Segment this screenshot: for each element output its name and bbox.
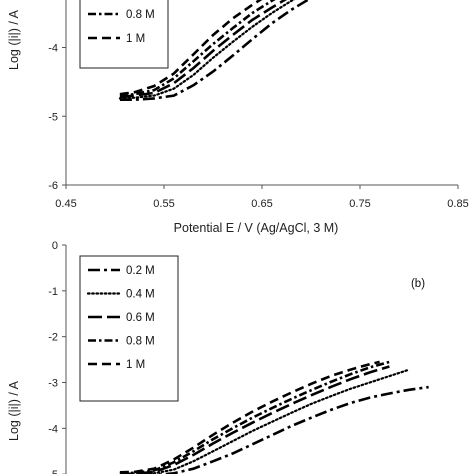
a-series-line-0p8M — [119, 0, 276, 97]
a-y-tick-label: -5 — [48, 111, 58, 123]
b-legend-label: 0.8 M — [126, 336, 155, 348]
b-legend-label: 0.4 M — [126, 289, 155, 301]
a-y-tick-label: -4 — [48, 43, 58, 55]
b-series-line-0p6M — [119, 365, 390, 474]
b-legend-box — [79, 255, 179, 402]
b-legend-label: 0.6 M — [126, 312, 155, 324]
panel-b-axes — [62, 244, 67, 474]
b-legend-label: 0.2 M — [126, 265, 155, 277]
b-y-tick-label: -2 — [48, 332, 58, 344]
panel-a-legend: 0.8 M 1 M — [79, 0, 169, 69]
a-x-tick-label: 0.45 — [55, 198, 76, 210]
a-x-tick-label: 0.75 — [349, 198, 370, 210]
b-y-tick-label: -3 — [48, 378, 58, 390]
panel-b-legend: 0.2 M 0.4 M 0.6 M 0.8 M 1 M — [79, 255, 179, 402]
b-y-tick-label: -4 — [48, 423, 58, 435]
a-x-tick-label: 0.55 — [153, 198, 174, 210]
panel-b-y-axis-label: Log (|i|) / A — [7, 380, 21, 441]
b-legend-label: 1 M — [126, 359, 145, 371]
panel-a-tick-labels: -4 -5 -6 0.45 0.55 0.65 0.75 0.85 — [48, 43, 468, 211]
b-y-tick-label: 0 — [52, 240, 58, 252]
b-series-line-1M — [119, 360, 380, 474]
a-series-line-0p4M — [118, 0, 296, 100]
a-series-line-0p2M — [119, 0, 311, 101]
a-x-tick-label: 0.65 — [251, 198, 272, 210]
a-legend-label: 1 M — [126, 33, 145, 45]
panel-a-axes — [62, 0, 459, 189]
a-x-tick-label: 0.85 — [447, 198, 468, 210]
panel-b-tick-labels: 0 -1 -2 -3 -4 -5 — [48, 240, 58, 474]
b-y-tick-label: -1 — [48, 286, 58, 298]
b-y-tick-label: -5 — [48, 469, 58, 474]
a-legend-box — [79, 0, 169, 69]
a-y-tick-label: -6 — [48, 180, 58, 192]
panel-a-x-axis-label: Potential E / V (Ag/AgCl, 3 M) — [174, 221, 339, 235]
a-legend-label: 0.8 M — [126, 9, 155, 21]
b-series-line-0p4M — [119, 368, 411, 474]
panel-a: -4 -5 -6 0.45 0.55 0.65 0.75 0.85 Log (|i|) / A… — [7, 0, 469, 235]
panel-a-y-axis-label: Log (|i|) / A — [7, 9, 21, 70]
a-series-line-1M — [119, 0, 263, 96]
panel-a-series — [118, 0, 311, 101]
panel-b: 0 -1 -2 -3 -4 -5 Log (|i|) / A (b) 0.2 M 0.4 M… — [7, 240, 429, 474]
a-series-line-0p6M — [119, 0, 288, 99]
panel-b-label: (b) — [411, 278, 425, 290]
